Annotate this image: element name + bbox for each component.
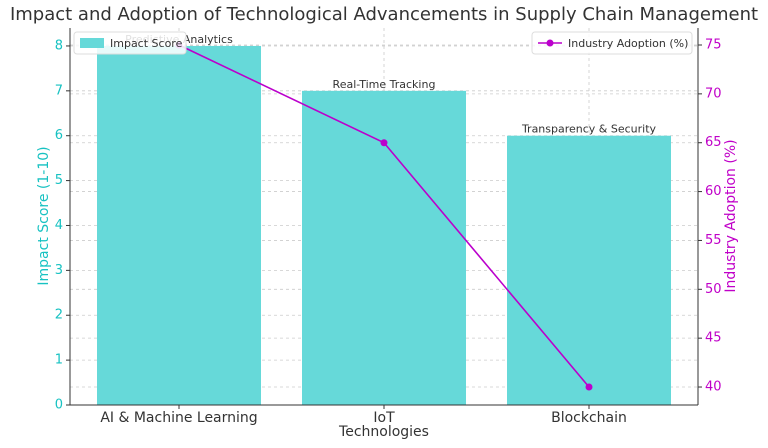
y2-axis-label: Industry Adoption (%) bbox=[723, 139, 739, 292]
x-tick-label: IoT bbox=[373, 410, 395, 426]
legend-swatch bbox=[546, 39, 554, 47]
y-tick-label: 1 bbox=[55, 353, 63, 368]
annotation: Transparency & Security bbox=[521, 123, 657, 136]
y-tick-label: 0 bbox=[55, 398, 63, 413]
line-point bbox=[380, 139, 388, 147]
y2-tick-label: 55 bbox=[705, 233, 722, 248]
y-tick-label: 7 bbox=[55, 83, 63, 98]
annotation: Real-Time Tracking bbox=[333, 78, 436, 91]
x-axis-label: Technologies bbox=[338, 424, 429, 440]
y-tick-label: 2 bbox=[55, 308, 63, 323]
bar bbox=[97, 45, 261, 405]
y-tick-label: 4 bbox=[55, 218, 63, 233]
x-tick-label: Blockchain bbox=[551, 410, 627, 426]
bar bbox=[507, 135, 671, 405]
y-tick-label: 3 bbox=[55, 263, 63, 278]
legend-box bbox=[531, 31, 693, 55]
legend-label: Impact Score bbox=[110, 37, 183, 50]
y-tick-label: 8 bbox=[55, 38, 63, 53]
y-tick-label: 5 bbox=[55, 173, 63, 188]
y2-tick-label: 75 bbox=[705, 38, 722, 53]
legend-swatch bbox=[80, 38, 104, 48]
y2-tick-label: 70 bbox=[705, 86, 722, 101]
y-tick-label: 6 bbox=[55, 128, 63, 143]
y2-tick-label: 45 bbox=[705, 331, 722, 346]
y2-tick-label: 65 bbox=[705, 135, 722, 150]
x-tick-label: AI & Machine Learning bbox=[100, 410, 257, 426]
chart-title: Impact and Adoption of Technological Adv… bbox=[10, 4, 758, 25]
y2-tick-label: 60 bbox=[705, 184, 722, 199]
legend-box bbox=[73, 31, 187, 55]
y-axis-label: Impact Score (1-10) bbox=[36, 146, 52, 285]
bar bbox=[302, 90, 466, 405]
legend-label: Industry Adoption (%) bbox=[568, 37, 688, 50]
y2-tick-label: 50 bbox=[705, 282, 722, 297]
y2-tick-label: 40 bbox=[705, 380, 722, 395]
line-point bbox=[585, 383, 593, 391]
